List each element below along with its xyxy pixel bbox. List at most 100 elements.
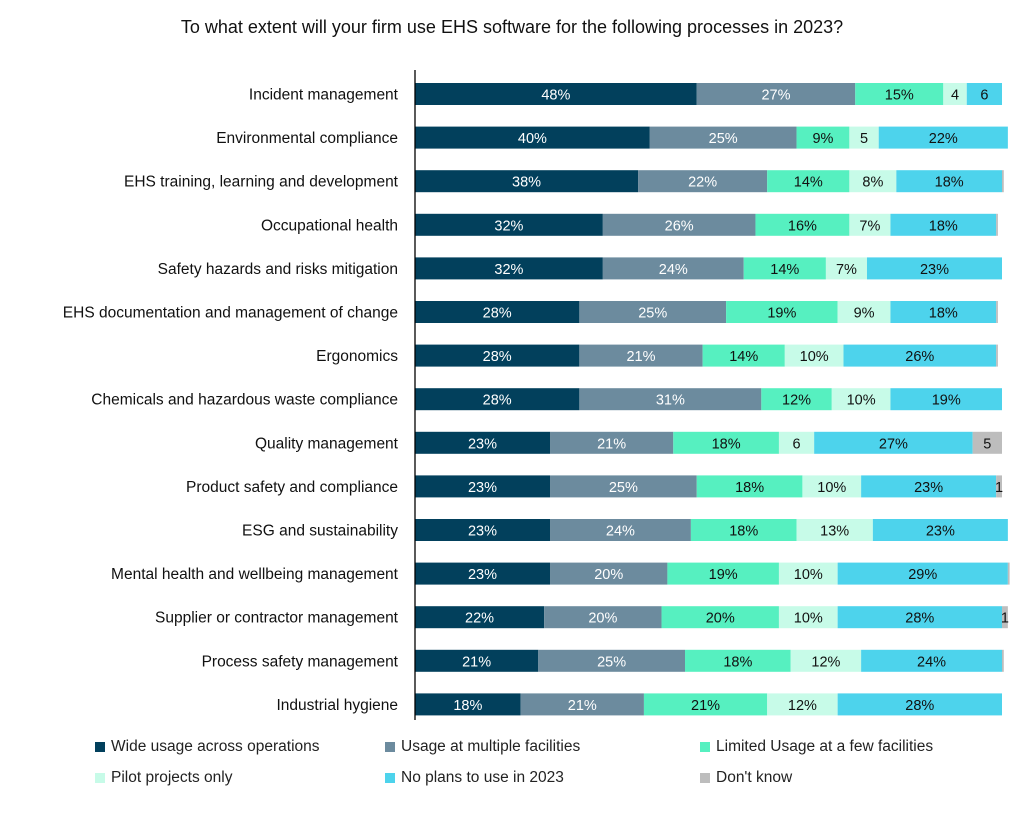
bar-segment [579, 344, 703, 367]
data-label: 24% [917, 654, 946, 670]
data-label: 23% [468, 436, 497, 452]
bar-segment [415, 649, 539, 672]
data-label: 14% [794, 175, 823, 191]
data-label: 19% [932, 393, 961, 409]
data-label: 18% [735, 480, 764, 496]
data-label: 25% [638, 306, 667, 322]
data-label: 18% [935, 175, 964, 191]
data-label: 26% [665, 218, 694, 234]
bar-segment [538, 649, 686, 672]
data-label: 48% [541, 88, 570, 104]
bar-segment [685, 649, 791, 672]
category-label: Mental health and wellbeing management [111, 566, 399, 583]
data-label: 12% [782, 393, 811, 409]
category-label: Chemicals and hazardous waste compliance [91, 392, 398, 409]
data-label: 25% [709, 131, 738, 147]
bar-segment [861, 649, 1002, 672]
data-label: 23% [468, 480, 497, 496]
bar-segment [1002, 606, 1008, 629]
category-label: Ergonomics [316, 348, 398, 365]
data-label: 23% [920, 262, 949, 278]
data-label: 28% [483, 306, 512, 322]
bar-segment [778, 606, 838, 629]
data-label: 5 [860, 131, 868, 147]
bar-segment [831, 388, 891, 411]
data-label: 10% [847, 393, 876, 409]
bar-segment [796, 126, 850, 149]
bar-segment [843, 344, 997, 367]
bar-segment [1002, 170, 1004, 193]
data-label: 18% [453, 698, 482, 714]
bar-segment [896, 170, 1002, 193]
bar-segment [837, 606, 1002, 629]
legend-item: Limited Usage at a few facilities [700, 738, 933, 756]
data-label: 21% [691, 698, 720, 714]
category-label: ESG and sustainability [242, 523, 398, 540]
data-label: 18% [929, 306, 958, 322]
stacked-bar-chart: Incident management 48% 27% 15% 4 6 Environmen… [63, 70, 1010, 720]
data-label: 23% [926, 524, 955, 540]
bar-segment [415, 344, 580, 367]
bar-segment [996, 344, 998, 367]
category-label: Safety hazards and risks mitigation [158, 261, 398, 278]
category-label: EHS documentation and management of chan… [63, 305, 398, 322]
category-label: Environmental compliance [216, 130, 398, 147]
bar-segment [1002, 649, 1004, 672]
data-label: 27% [761, 88, 790, 104]
bar-segment [972, 431, 1002, 454]
bar-segment [690, 519, 797, 541]
bar-segment [872, 519, 1008, 541]
data-label: 29% [908, 567, 937, 583]
data-label: 12% [811, 654, 840, 670]
bar-segment [755, 213, 850, 236]
bar-segment [415, 170, 639, 193]
legend-item: No plans to use in 2023 [385, 769, 564, 787]
data-label: 24% [606, 524, 635, 540]
data-label: 18% [929, 218, 958, 234]
data-label: 7% [836, 262, 857, 278]
bar-segment [696, 83, 856, 105]
bar-segment [861, 475, 997, 498]
data-label: 22% [465, 611, 494, 627]
bar-segment [667, 562, 779, 585]
bar-segment [1007, 562, 1010, 585]
data-label: 28% [905, 698, 934, 714]
bar-segment [702, 344, 785, 367]
data-label: 38% [512, 175, 541, 191]
bar-segment [550, 519, 691, 541]
data-label: 5 [983, 436, 991, 452]
bar-segment [649, 126, 797, 149]
bar-segment [778, 431, 815, 454]
bar-segment [415, 606, 545, 629]
data-label: 19% [767, 306, 796, 322]
data-label: 23% [468, 524, 497, 540]
data-label: 23% [468, 567, 497, 583]
data-label: 1 [995, 480, 1003, 496]
data-label: 21% [462, 654, 491, 670]
data-label: 18% [723, 654, 752, 670]
bar-segment [996, 213, 998, 236]
legend-label: Limited Usage at a few facilities [716, 738, 934, 755]
bar-segment [784, 344, 844, 367]
data-label: 21% [568, 698, 597, 714]
bar-segment [966, 83, 1002, 105]
bar-segment [415, 126, 650, 149]
legend-item: Usage at multiple facilities [385, 738, 580, 756]
bar-segment [415, 519, 551, 541]
data-label: 27% [879, 436, 908, 452]
bar-segment [415, 213, 603, 236]
data-label: 26% [905, 349, 934, 365]
category-label: Incident management [249, 87, 399, 104]
legend-swatch [700, 742, 710, 752]
bar-segment [602, 213, 756, 236]
legend-swatch [385, 742, 395, 752]
bar-segment [778, 562, 838, 585]
legend-item: Wide usage across operations [95, 738, 320, 756]
bar-segment [790, 649, 862, 672]
data-label: 8% [862, 175, 883, 191]
bar-segment [544, 606, 662, 629]
data-label: 24% [659, 262, 688, 278]
legend-label: Wide usage across operations [111, 738, 320, 755]
bar-segment [837, 562, 1008, 585]
data-label: 7% [859, 218, 880, 234]
